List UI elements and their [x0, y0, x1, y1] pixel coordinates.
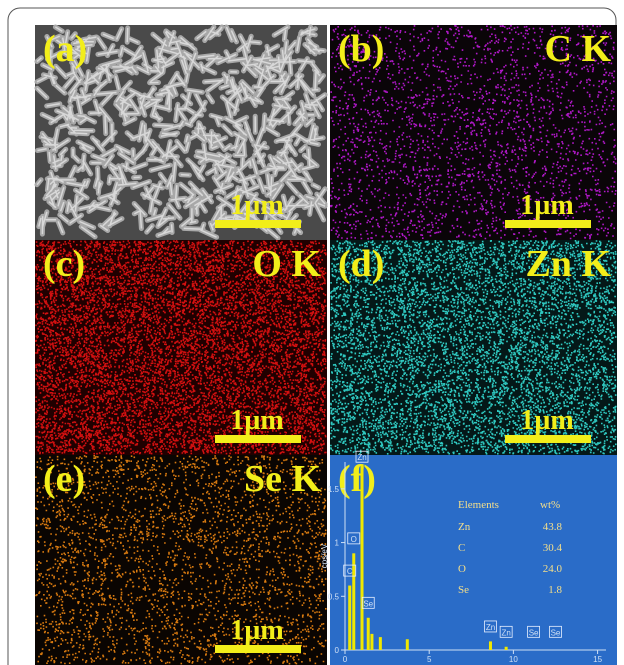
peak-label: Se: [363, 599, 373, 608]
x-tick-label: 15: [593, 655, 602, 664]
table-cell: C: [458, 542, 465, 554]
peak-label: Zn: [357, 453, 366, 462]
spectrum-peak: [489, 641, 492, 650]
y-tick-label: 0: [335, 646, 340, 655]
scale-bar-text: 1µm: [520, 190, 573, 221]
panel-label: (b): [338, 28, 384, 70]
scale-bar: [505, 220, 591, 228]
table-cell: O: [458, 563, 466, 575]
peak-label: Zn: [501, 628, 510, 637]
peak-label: C: [347, 567, 353, 576]
spectrum-peak: [348, 586, 351, 650]
element-label: Zn K: [525, 243, 611, 285]
panel-label: (d): [338, 243, 384, 285]
spectrum-peak: [361, 465, 364, 650]
spectrum-peak: [379, 637, 382, 650]
table-cell: 43.8: [543, 521, 563, 533]
scale-bar-text: 1µm: [520, 405, 573, 436]
scale-bar: [215, 220, 301, 228]
table-cell: 24.0: [543, 563, 563, 575]
y-axis-label: cps/eV: [320, 543, 329, 568]
y-tick-label: 0.5: [328, 592, 340, 601]
table-header: wt%: [540, 499, 560, 511]
scale-bar-text: 1µm: [230, 405, 283, 436]
table-header: Elements: [458, 499, 499, 511]
panel-label: (c): [43, 243, 85, 285]
spectrum-peak: [367, 618, 370, 650]
peak-label: Zn: [486, 623, 495, 632]
spectrum-peak: [406, 639, 409, 650]
y-tick-label: 1: [335, 539, 340, 548]
scale-bar: [505, 435, 591, 443]
panel-label: (f): [338, 458, 376, 500]
spectrum-peak: [352, 553, 355, 650]
element-label: Se K: [244, 458, 322, 500]
panel-label: (e): [43, 458, 85, 500]
spectrum-peak: [370, 634, 373, 650]
scale-bar: [215, 645, 301, 653]
table-cell: Zn: [458, 521, 471, 533]
scale-bar: [215, 435, 301, 443]
x-tick-label: 5: [427, 655, 432, 664]
scale-bar-text: 1µm: [230, 190, 283, 221]
element-label: O K: [252, 243, 321, 285]
y-tick-label: 1.5: [328, 485, 340, 494]
x-tick-label: 10: [509, 655, 518, 664]
scale-bar-text: 1µm: [230, 615, 283, 646]
peak-label: Se: [529, 628, 539, 637]
table-cell: 30.4: [543, 542, 563, 554]
element-label: C K: [545, 28, 612, 70]
table-cell: Se: [458, 584, 469, 596]
spectrum-peak: [505, 647, 508, 650]
table-cell: 1.8: [548, 584, 562, 596]
x-tick-label: 0: [343, 655, 348, 664]
peak-label: O: [351, 535, 357, 544]
figure: (a) 1µm (b) C K 1µm (c) O K 1µm (d) Zn K 1µm (e) Se …: [0, 0, 624, 665]
panel-label: (a): [43, 28, 87, 70]
peak-label: Se: [551, 628, 561, 637]
